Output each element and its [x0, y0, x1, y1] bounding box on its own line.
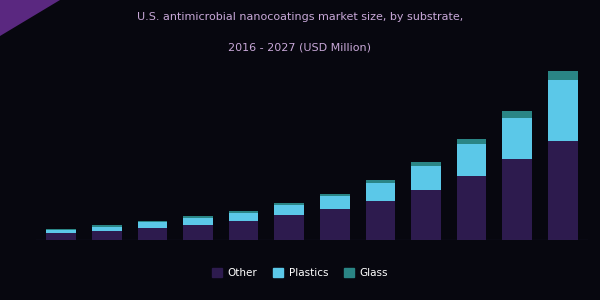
Bar	[457, 139, 487, 144]
Bar	[92, 231, 122, 240]
Bar	[365, 201, 395, 240]
Bar	[229, 211, 259, 212]
Bar	[274, 215, 304, 240]
Legend: Other, Plastics, Glass: Other, Plastics, Glass	[208, 264, 392, 282]
Bar	[92, 227, 122, 231]
Text: 2016 - 2027 (USD Million): 2016 - 2027 (USD Million)	[229, 43, 371, 53]
Polygon shape	[0, 0, 60, 36]
Bar	[46, 230, 76, 233]
Bar	[320, 194, 350, 196]
Bar	[365, 180, 395, 183]
Bar	[183, 225, 213, 240]
Text: U.S. antimicrobial nanocoatings market size, by substrate,: U.S. antimicrobial nanocoatings market s…	[137, 12, 463, 22]
Bar	[274, 205, 304, 215]
Bar	[548, 71, 578, 80]
Bar	[92, 225, 122, 227]
Bar	[137, 223, 167, 228]
Bar	[183, 216, 213, 218]
Bar	[183, 218, 213, 225]
Bar	[502, 111, 532, 118]
Bar	[46, 233, 76, 240]
Bar	[502, 118, 532, 160]
Bar	[548, 80, 578, 140]
Bar	[320, 196, 350, 209]
Bar	[137, 221, 167, 223]
Bar	[229, 212, 259, 221]
Bar	[411, 190, 441, 240]
Bar	[320, 209, 350, 240]
Bar	[229, 221, 259, 240]
Bar	[502, 160, 532, 240]
Bar	[411, 162, 441, 166]
Bar	[457, 144, 487, 176]
Bar	[365, 183, 395, 201]
Bar	[46, 229, 76, 230]
Bar	[274, 202, 304, 205]
Bar	[548, 140, 578, 240]
Bar	[457, 176, 487, 240]
Bar	[137, 228, 167, 240]
Bar	[411, 166, 441, 190]
